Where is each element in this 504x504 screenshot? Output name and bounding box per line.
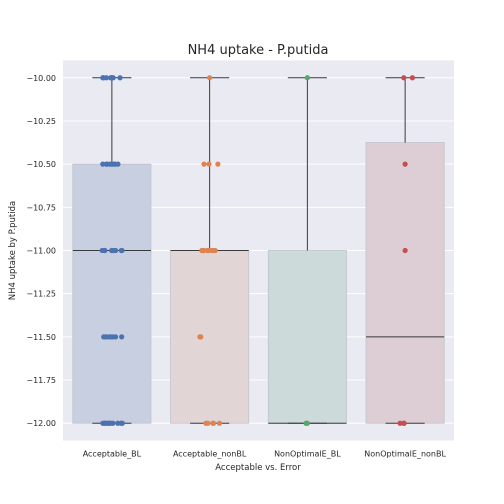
y-tick-label: −10.00 (26, 74, 56, 83)
data-point (103, 75, 109, 81)
y-axis-ticks: −10.00 −10.25 −10.50 −10.75 −11.00 −11.25 −11.… (26, 74, 56, 428)
y-tick-label: −12.00 (26, 419, 56, 428)
data-point (119, 247, 125, 254)
data-point (106, 420, 112, 426)
data-point (117, 75, 123, 81)
strip-points (99, 75, 416, 426)
data-point (118, 420, 124, 426)
data-point (402, 161, 408, 167)
data-point (206, 161, 212, 167)
y-tick-label: −11.00 (26, 247, 56, 256)
x-axis-label: Acceptable vs. Error (215, 463, 301, 473)
x-axis-ticks: Acceptable_BL Acceptable_nonBL NonOptimalE… (83, 450, 447, 459)
data-point (201, 247, 207, 254)
data-point (100, 75, 106, 81)
box (72, 163, 152, 424)
box (365, 142, 445, 424)
data-point (110, 420, 116, 426)
y-tick-label: −10.50 (26, 160, 56, 169)
data-point (216, 420, 223, 426)
y-tick-label: −10.25 (26, 117, 56, 126)
data-point (112, 334, 119, 340)
boxes (72, 77, 445, 424)
data-point (409, 75, 416, 81)
data-point (210, 420, 216, 426)
chart-title: NH4 uptake - P.putida (188, 43, 329, 58)
y-tick-label: −11.25 (26, 290, 56, 299)
x-tick-label: Acceptable_nonBL (173, 450, 247, 459)
y-axis-label: NH4 uptake by P.putida (8, 201, 18, 300)
data-point (104, 334, 110, 340)
data-point (109, 161, 115, 167)
data-point (210, 247, 216, 254)
y-tick-label: −11.75 (26, 376, 56, 385)
data-point (103, 161, 109, 167)
data-point (109, 75, 115, 81)
x-tick-label: NonOptimalE_nonBL (364, 450, 446, 459)
data-point (401, 420, 407, 426)
box (170, 250, 250, 424)
data-point (304, 75, 310, 81)
data-point (99, 247, 105, 254)
data-point (109, 247, 115, 254)
data-point (304, 420, 310, 426)
data-point (201, 161, 207, 167)
data-point (203, 420, 209, 426)
data-point (100, 420, 106, 426)
data-point (119, 334, 125, 340)
data-point (397, 420, 403, 426)
x-tick-label: NonOptimalE_BL (274, 450, 341, 459)
data-point (402, 247, 408, 254)
data-point (207, 75, 213, 81)
data-point (215, 161, 221, 167)
y-tick-label: −10.75 (26, 203, 56, 212)
data-point (401, 75, 407, 81)
y-tick-label: −11.50 (26, 333, 56, 342)
box (267, 250, 347, 424)
x-tick-label: Acceptable_BL (83, 450, 142, 459)
data-point (205, 247, 212, 254)
data-point (197, 334, 203, 340)
